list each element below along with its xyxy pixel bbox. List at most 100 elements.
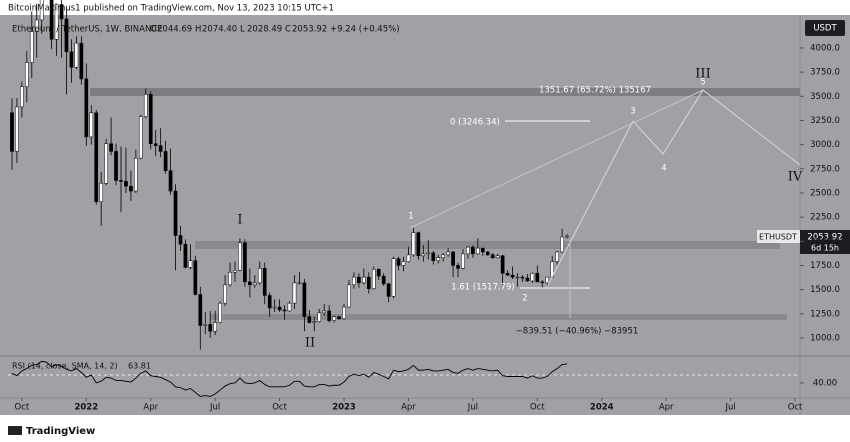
- candle-body: [352, 276, 356, 286]
- candle-body: [302, 282, 307, 317]
- ohlc-value: 2028.49: [247, 25, 282, 35]
- candle-body: [233, 270, 237, 273]
- y-tick-label: 1750.0: [810, 261, 840, 271]
- wave-label: III: [695, 67, 710, 82]
- candle-body: [213, 322, 218, 332]
- x-tick-label: Apr: [659, 403, 674, 413]
- candle-body: [218, 302, 222, 323]
- candle-body: [119, 180, 123, 182]
- candle-body: [381, 275, 386, 285]
- candle-body: [188, 260, 193, 268]
- candle-body: [10, 112, 14, 152]
- ticker-box: [757, 230, 800, 243]
- ohlc-value: 2053.92: [292, 25, 327, 35]
- candle-body: [431, 252, 436, 261]
- panel: [0, 15, 850, 415]
- candle-body: [515, 276, 520, 279]
- candle-body: [332, 316, 336, 321]
- candle-body: [505, 272, 510, 276]
- candle-body: [39, 0, 44, 21]
- candle-body: [193, 260, 198, 295]
- candle-body: [475, 247, 480, 255]
- candle-body: [134, 157, 138, 192]
- candle-body: [292, 282, 297, 304]
- candle-body: [109, 143, 113, 152]
- candle-body: [401, 261, 406, 266]
- candle-body: [24, 62, 29, 87]
- wave-label: IV: [788, 170, 803, 185]
- subwave-label: 2: [522, 294, 527, 304]
- candle-body: [510, 274, 515, 278]
- candle-body: [495, 255, 500, 258]
- candle-body: [461, 253, 465, 269]
- candle-body: [64, 18, 69, 53]
- candle-body: [262, 268, 267, 296]
- resistance-zone: [90, 88, 800, 96]
- candle-body: [297, 282, 302, 284]
- candle-body: [485, 251, 490, 256]
- candle-body: [540, 281, 545, 284]
- candle-body: [530, 272, 535, 282]
- candle-body: [158, 145, 163, 152]
- candle-body: [163, 151, 168, 171]
- wave-label: II: [305, 336, 315, 351]
- x-tick-label: 2024: [590, 403, 614, 413]
- candle-body: [357, 276, 361, 284]
- candle-body: [183, 243, 188, 268]
- candle-body: [480, 247, 485, 253]
- projection: [547, 89, 801, 286]
- candle-body: [396, 258, 401, 266]
- y-tick-label: 4000.0: [810, 43, 840, 53]
- x-tick-label: Oct: [530, 403, 545, 413]
- currency-box: [805, 20, 845, 36]
- candle-body: [471, 246, 475, 255]
- candle-body: [371, 269, 376, 289]
- x-tick-label: Jul: [209, 403, 220, 413]
- candle-body: [59, 4, 64, 20]
- y-tick-label: 2000.0: [810, 237, 840, 247]
- candle-body: [20, 86, 24, 108]
- candle-body: [565, 235, 569, 238]
- x-tick-label: Oct: [788, 403, 803, 413]
- y-tick-label: 3750.0: [810, 68, 840, 78]
- candle-body: [436, 257, 441, 261]
- x-tick-label: Oct: [272, 403, 287, 413]
- target-label: 1351.67 (65.72%) 135167: [539, 86, 651, 96]
- candle-body: [138, 116, 143, 159]
- x-tick-label: 2022: [74, 403, 98, 413]
- candle-body: [386, 283, 391, 297]
- candle-body: [208, 324, 213, 332]
- candle-body: [287, 302, 292, 312]
- candle-body: [203, 324, 208, 326]
- candle-body: [376, 269, 381, 277]
- candle-body: [267, 295, 272, 309]
- candle-body: [421, 253, 426, 257]
- rsi-label: RSI (14, close, SMA, 14, 2): [12, 362, 118, 371]
- candle-body: [173, 190, 178, 236]
- candle-body: [500, 255, 505, 274]
- candle-body: [124, 181, 128, 187]
- x-tick-label: Apr: [143, 403, 158, 413]
- support-zone: [195, 241, 780, 249]
- candle-body: [451, 251, 455, 266]
- candle-body: [535, 272, 540, 283]
- y-tick-label: 1500.0: [810, 285, 840, 295]
- ohlc-change: +9.24 (+0.45%): [330, 25, 400, 35]
- price-tag-value: 2053.92: [807, 233, 842, 243]
- y-tick-label: 1250.0: [810, 309, 840, 319]
- candle-body: [555, 251, 559, 262]
- y-tick-label: 1000.0: [810, 333, 840, 343]
- candle-body: [520, 276, 525, 279]
- ohlc-letter: O: [150, 25, 157, 35]
- candle-body: [466, 246, 470, 255]
- x-tick-label: Jul: [467, 403, 478, 413]
- candle-body: [312, 321, 317, 323]
- ohlc-value: 2044.69: [157, 25, 192, 35]
- candle-body: [337, 316, 341, 319]
- candle-body: [406, 254, 411, 262]
- candle-body: [282, 309, 287, 312]
- candle-body: [272, 306, 277, 309]
- candle-body: [545, 276, 550, 284]
- candle-body: [69, 51, 74, 68]
